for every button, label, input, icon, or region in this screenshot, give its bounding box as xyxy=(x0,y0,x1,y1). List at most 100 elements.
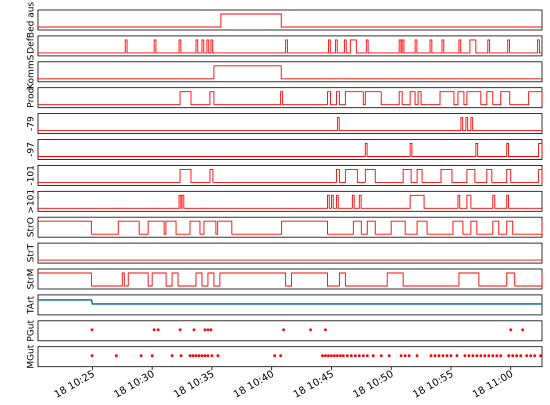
series-line xyxy=(38,65,542,80)
panel-label: KommS xyxy=(27,54,37,88)
x-tick-label: 18 10:55 xyxy=(411,369,455,401)
data-point xyxy=(533,354,537,358)
panel-label: PGut xyxy=(27,320,37,342)
data-point xyxy=(437,354,441,358)
data-point xyxy=(379,354,383,358)
data-point xyxy=(521,328,525,332)
panel-TArt: TArt xyxy=(27,294,543,316)
data-point xyxy=(483,354,487,358)
panel-label: TArt xyxy=(27,295,37,315)
data-point xyxy=(433,354,437,358)
data-point xyxy=(407,354,411,358)
series-line xyxy=(38,91,543,106)
panel-label: Def xyxy=(27,37,37,53)
panel-97: -97 xyxy=(27,139,543,160)
panel-79: -79 xyxy=(27,113,543,134)
data-point xyxy=(475,354,479,358)
data-point xyxy=(507,354,511,358)
data-point xyxy=(114,354,118,358)
data-point xyxy=(487,354,491,358)
data-point xyxy=(471,354,475,358)
data-point xyxy=(336,354,339,358)
data-point xyxy=(365,354,369,358)
panel-PGut: PGut xyxy=(27,320,543,342)
data-point xyxy=(371,354,375,358)
data-point xyxy=(139,354,143,358)
data-point xyxy=(539,354,543,358)
panel-StrM: StrM xyxy=(27,268,543,290)
data-point xyxy=(209,328,213,332)
panel-frame xyxy=(37,242,543,264)
data-point xyxy=(170,354,174,358)
x-tick-label: 18 10:40 xyxy=(232,369,276,401)
data-point xyxy=(279,354,283,358)
data-point xyxy=(529,354,533,358)
data-point xyxy=(330,354,333,358)
data-point xyxy=(463,354,467,358)
panel-label: -79 xyxy=(27,116,37,131)
x-tick-label: 18 11:00 xyxy=(471,369,515,401)
panel-label: StrM xyxy=(27,269,37,290)
data-point xyxy=(150,354,154,358)
panel-label: StrT xyxy=(27,243,37,262)
panel-KommS: KommS xyxy=(27,54,543,89)
panel-frame xyxy=(37,320,543,342)
data-point xyxy=(339,354,342,358)
panel-label: -97 xyxy=(27,142,37,157)
panel-101: -101 xyxy=(27,164,543,186)
data-point xyxy=(273,354,277,358)
data-point xyxy=(321,354,324,358)
data-point xyxy=(387,354,391,358)
data-point xyxy=(309,328,312,332)
data-point xyxy=(324,354,327,358)
series-line xyxy=(38,13,542,28)
data-point xyxy=(206,328,210,332)
series-line xyxy=(38,299,542,305)
panel-StrO: StrO xyxy=(27,216,543,238)
panel-Bedaus: Bed aus xyxy=(27,2,543,38)
data-point xyxy=(361,354,365,358)
data-point xyxy=(353,354,357,358)
data-point xyxy=(415,354,419,358)
data-point xyxy=(495,354,499,358)
data-point xyxy=(519,354,523,358)
x-tick-label: 18 10:35 xyxy=(172,369,216,401)
panel-frame xyxy=(37,346,543,368)
data-point xyxy=(203,354,207,358)
panel-frame xyxy=(37,61,543,83)
series-line xyxy=(38,39,542,54)
series-line xyxy=(38,220,543,235)
data-point xyxy=(156,328,160,332)
panel-frame xyxy=(37,35,543,57)
data-point xyxy=(191,354,195,358)
data-point xyxy=(282,328,286,332)
data-point xyxy=(357,354,361,358)
panel-label: MGut xyxy=(27,344,37,368)
data-point xyxy=(210,354,214,358)
data-point xyxy=(341,354,345,358)
panel-Def: Def xyxy=(27,35,543,57)
data-point xyxy=(152,328,156,332)
data-point xyxy=(345,354,349,358)
data-point xyxy=(203,328,207,332)
data-point xyxy=(216,354,220,358)
panel-label: >101 xyxy=(27,189,37,214)
data-point xyxy=(467,354,471,358)
data-point xyxy=(206,354,210,358)
x-tick-label: 18 10:25 xyxy=(53,369,97,401)
panel-frame xyxy=(37,9,543,31)
x-tick-label: 18 10:45 xyxy=(292,369,336,401)
data-point xyxy=(445,354,449,358)
data-point xyxy=(324,328,327,332)
data-point xyxy=(511,354,515,358)
series-line xyxy=(38,117,542,132)
data-point xyxy=(491,354,495,358)
data-point xyxy=(525,354,529,358)
data-point xyxy=(479,354,483,358)
series-line xyxy=(38,143,543,157)
data-point xyxy=(178,328,182,332)
data-point xyxy=(499,354,503,358)
data-point xyxy=(179,354,183,358)
data-point xyxy=(194,354,198,358)
